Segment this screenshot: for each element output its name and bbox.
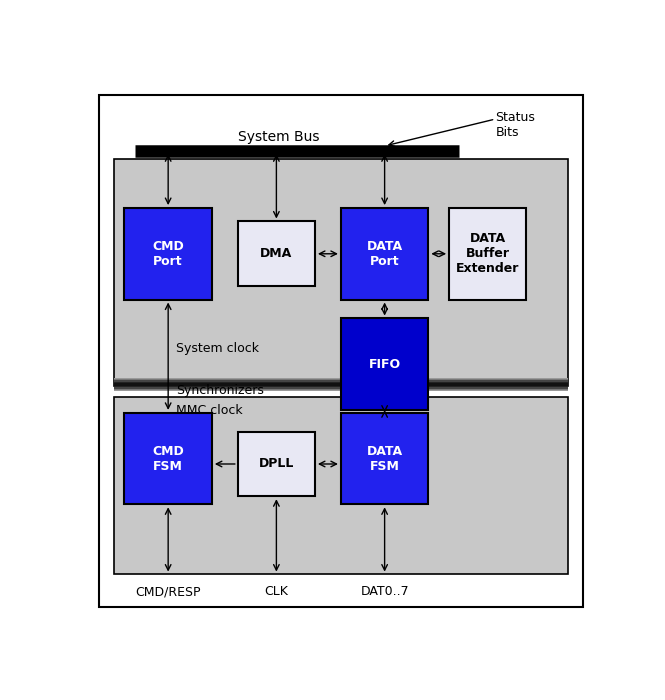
Text: DATA
FSM: DATA FSM bbox=[366, 444, 403, 472]
Text: CLK: CLK bbox=[265, 585, 289, 598]
Bar bbox=[449, 208, 527, 300]
Bar bbox=[114, 397, 568, 575]
Text: CMD
Port: CMD Port bbox=[152, 240, 184, 268]
Bar bbox=[114, 383, 568, 384]
Text: DMA: DMA bbox=[260, 247, 293, 260]
Bar bbox=[114, 160, 568, 386]
Text: System clock: System clock bbox=[176, 342, 259, 355]
Text: FIFO: FIFO bbox=[368, 358, 401, 371]
Bar bbox=[114, 390, 568, 391]
Bar bbox=[114, 378, 568, 379]
Bar bbox=[114, 381, 568, 382]
Bar bbox=[238, 221, 315, 286]
Text: DPLL: DPLL bbox=[259, 458, 294, 470]
Bar bbox=[114, 389, 568, 390]
Bar bbox=[114, 386, 568, 387]
Text: DATA
Buffer
Extender: DATA Buffer Extender bbox=[456, 232, 519, 275]
Text: Status
Bits: Status Bits bbox=[495, 111, 535, 139]
Bar bbox=[114, 387, 568, 388]
Text: DATA
Port: DATA Port bbox=[366, 240, 403, 268]
Bar bbox=[341, 413, 428, 505]
Bar bbox=[341, 208, 428, 300]
Text: CMD
FSM: CMD FSM bbox=[152, 444, 184, 472]
Text: Synchronizers: Synchronizers bbox=[176, 384, 264, 397]
Bar bbox=[114, 379, 568, 381]
Text: CMD/RESP: CMD/RESP bbox=[136, 585, 201, 598]
Bar bbox=[114, 384, 568, 386]
Bar bbox=[124, 208, 212, 300]
Bar bbox=[238, 432, 315, 496]
Text: MMC clock: MMC clock bbox=[176, 404, 243, 416]
Text: System Bus: System Bus bbox=[238, 130, 320, 144]
Text: DAT0..7: DAT0..7 bbox=[360, 585, 409, 598]
Bar bbox=[124, 413, 212, 505]
Bar bbox=[114, 382, 568, 383]
Bar bbox=[341, 318, 428, 410]
